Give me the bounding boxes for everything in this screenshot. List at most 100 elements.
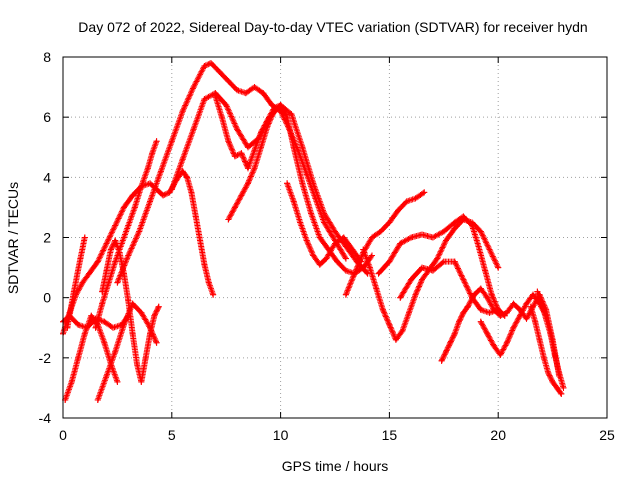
data-point (340, 234, 347, 241)
data-point (460, 309, 467, 316)
data-point (321, 210, 328, 217)
chart-title: Day 072 of 2022, Sidereal Day-to-day VTE… (78, 19, 587, 35)
data-point (201, 261, 208, 268)
series-arc-21 (527, 303, 565, 397)
data-point (129, 300, 136, 307)
data-point (351, 270, 358, 277)
data-point (81, 234, 88, 241)
data-point (197, 237, 204, 244)
data-point (486, 246, 493, 253)
data-point (168, 186, 175, 193)
data-point (190, 84, 197, 91)
y-tick-label: -2 (39, 350, 52, 366)
data-point (251, 147, 258, 154)
data-point (429, 267, 436, 274)
data-point (120, 204, 127, 211)
x-tick-label: 25 (599, 427, 615, 443)
data-point (153, 138, 160, 145)
y-tick-label: 8 (43, 49, 51, 65)
data-point (75, 321, 82, 328)
data-point (545, 369, 552, 376)
data-point (125, 252, 132, 259)
data-point (103, 240, 110, 247)
data-point (129, 192, 136, 199)
data-point (397, 240, 404, 247)
data-point (497, 312, 504, 319)
data-point (477, 318, 484, 325)
data-point (342, 243, 349, 250)
data-layer (60, 60, 567, 403)
data-point (244, 180, 251, 187)
data-point (118, 240, 125, 247)
data-point (556, 369, 563, 376)
series-arc-6 (62, 312, 121, 403)
data-point (138, 309, 145, 316)
data-point (244, 144, 251, 151)
data-point (451, 258, 458, 265)
data-point (438, 357, 445, 364)
data-point (405, 309, 412, 316)
data-point (523, 300, 530, 307)
data-point (188, 189, 195, 196)
data-point (460, 213, 467, 220)
data-point (360, 246, 367, 253)
data-point (408, 234, 415, 241)
data-point (107, 246, 114, 253)
data-point (260, 90, 267, 97)
data-point (308, 210, 315, 217)
data-point (368, 252, 375, 259)
series-arc-10 (168, 90, 371, 277)
data-point (238, 150, 245, 157)
data-point (251, 84, 258, 91)
data-point (288, 111, 295, 118)
data-point (190, 126, 197, 133)
data-point (482, 267, 489, 274)
data-point (366, 264, 373, 271)
data-point (460, 276, 467, 283)
data-point (179, 108, 186, 115)
data-point (212, 93, 219, 100)
data-point (503, 309, 510, 316)
data-point (543, 315, 550, 322)
data-point (83, 324, 90, 331)
y-tick-label: 0 (43, 290, 51, 306)
data-point (488, 291, 495, 298)
data-point (184, 174, 191, 181)
data-point (207, 60, 214, 67)
data-point (251, 165, 258, 172)
data-point (129, 330, 136, 337)
data-point (419, 231, 426, 238)
data-point (342, 255, 349, 262)
data-point (451, 330, 458, 337)
data-point (497, 351, 504, 358)
data-point (231, 153, 238, 160)
data-point (116, 249, 123, 256)
data-point (133, 360, 140, 367)
data-point (386, 219, 393, 226)
x-tick-label: 20 (490, 427, 506, 443)
data-point (264, 123, 271, 130)
series-arc-22 (534, 288, 567, 391)
data-point (477, 285, 484, 292)
data-point (66, 312, 73, 319)
data-point (125, 297, 132, 304)
data-point (144, 165, 151, 172)
data-point (99, 300, 106, 307)
data-point (397, 294, 404, 301)
data-point (112, 237, 119, 244)
data-point (120, 321, 127, 328)
data-point (79, 279, 86, 286)
series-arc-2 (184, 174, 217, 298)
series-arc-15 (360, 216, 502, 343)
series-arc-12 (225, 102, 284, 223)
data-point (484, 330, 491, 337)
data-point (153, 339, 160, 346)
data-point (510, 300, 517, 307)
data-point (303, 237, 310, 244)
data-point (277, 102, 284, 109)
data-point (70, 288, 77, 295)
data-point (94, 396, 101, 403)
data-point (464, 303, 471, 310)
series-arc-4 (92, 138, 160, 331)
data-point (231, 204, 238, 211)
